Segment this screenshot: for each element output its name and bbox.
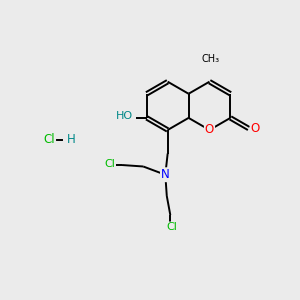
Text: HO: HO (116, 110, 133, 121)
Text: Cl: Cl (44, 133, 55, 146)
Text: H: H (67, 133, 76, 146)
Text: Cl: Cl (104, 159, 115, 170)
Text: Cl: Cl (167, 222, 177, 233)
Text: O: O (250, 122, 260, 135)
Text: O: O (205, 124, 214, 136)
Text: CH₃: CH₃ (202, 54, 220, 64)
Text: N: N (161, 168, 170, 181)
